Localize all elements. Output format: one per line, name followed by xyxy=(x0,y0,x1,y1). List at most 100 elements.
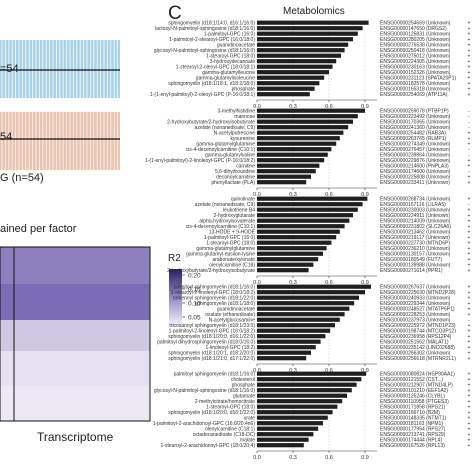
bar xyxy=(257,81,320,86)
metabolite-label: azelate (nonanedioate; C9) xyxy=(195,125,256,131)
metabolite-label: 1-palmitoyl-2-stearoyl-GPC (16:0/18:0) xyxy=(169,37,255,43)
metabolite-label: sphingomyelin (d18:1/14:0, d16:1/16:0) xyxy=(168,20,255,26)
sign-marker: + xyxy=(468,86,471,92)
metabolite-label: palmitoyl dihydrosphingomyelin (d18:0/16… xyxy=(157,339,255,345)
bar xyxy=(257,251,323,256)
x-tick-label: 0.0 xyxy=(253,192,261,198)
sign-marker: + xyxy=(468,404,471,410)
bar xyxy=(257,410,333,415)
heatmap-xlabel: Transcriptome xyxy=(37,430,114,444)
strip-blue-label: =54 xyxy=(0,63,19,75)
gene-label: ENSG00000213462 (Unknown) xyxy=(380,229,451,235)
gene-label: ENSG00000227730 (MTND6P) xyxy=(380,240,450,246)
gene-label: ENSG00000259078 (PTBP1P) xyxy=(380,108,449,114)
sign-marker: + xyxy=(468,334,471,340)
bar xyxy=(257,59,337,64)
metabolite-label: 2-hydroxybutyrate/2-hydroxyisobutyrate xyxy=(167,119,255,125)
metabolite-label: carnitine xyxy=(236,163,255,169)
metabolite-label: mannose xyxy=(234,114,255,120)
bar xyxy=(257,371,367,376)
bar xyxy=(257,388,352,393)
metabolite-label: azelate (nonanedioate; C9) xyxy=(195,202,256,208)
sign-marker: + xyxy=(468,323,471,329)
bar xyxy=(257,37,353,42)
x-tick-label: 0.0 xyxy=(253,104,261,110)
metabolite-label: palmitoyl sphingomyelin (d18:1/16:0) xyxy=(174,371,256,377)
gene-label: ENSG00000219117 (Unknown) xyxy=(380,235,450,241)
gene-label: ENSG00000250418 (Unknown) xyxy=(380,48,451,54)
sign-marker: + xyxy=(468,388,471,394)
gene-label: ENSG00000225630 (MTND2P28) xyxy=(380,290,456,296)
sign-marker: + xyxy=(468,421,471,427)
gene-label: ENSG00000225972 (MTND1P23) xyxy=(380,323,456,329)
metabolite-label: 1-stearoyl-2-arachidonoyl-GPC (18:0/20:4… xyxy=(161,443,256,449)
gene-label: ENSG00000240933 (Unknown) xyxy=(380,295,451,301)
gene-label: ENSG00000167116 (LILRA5) xyxy=(380,202,446,208)
metabolite-label: 2-hydroxyglutarate xyxy=(214,213,256,219)
metabolite-label: 1-linoleoyl-GPC (18:2) xyxy=(206,345,256,351)
metabolite-label: 1-palmitoyl-2-arachidonoyl-GPC (16:0/20:… xyxy=(153,421,256,427)
sign-marker: + xyxy=(468,53,471,59)
bar xyxy=(257,268,309,273)
gene-label: ENSG00000231123 (SPATA20P1) xyxy=(380,75,456,81)
gene-label: ENSG00000254669 (Unknown) xyxy=(380,20,451,26)
sign-marker: + xyxy=(468,59,471,65)
gene-label: ENSG00000266302 (Unknown) xyxy=(380,350,451,356)
sign-marker: + xyxy=(468,426,471,432)
gene-label: ENSG00000174444 (RPL4) xyxy=(380,437,442,443)
factor-bar-chart: palmitoyl sphingomyelin (d18:1/16:0) ENSG… xyxy=(157,282,471,374)
bar xyxy=(257,158,325,163)
bar xyxy=(257,213,353,218)
gene-label: ENSG00000181163 (NPM1) xyxy=(380,421,443,427)
sign-marker: + xyxy=(468,257,471,263)
metabolite-label: gamma-glutamylleucine xyxy=(202,70,255,76)
gene-label: ENSG00000256618 (MTRNR2L1) xyxy=(380,356,456,362)
factor-bar-chart: sphingomyelin (d18:1/14:0, d16:1/16:0) EN… xyxy=(150,18,471,110)
sign-marker: + xyxy=(468,92,471,98)
bar xyxy=(257,136,340,141)
gene-label: ENSG00000241360 (Unknown) xyxy=(380,125,451,131)
metabolite-label: 1-stearoyl-GPC (18:0) xyxy=(206,53,255,59)
bar xyxy=(257,163,320,168)
gene-label: ENSG00000230003 (Unknown) xyxy=(380,207,451,213)
bar xyxy=(257,48,345,53)
bar xyxy=(257,31,358,36)
metabolite-label: arabonate/xylonate xyxy=(212,257,255,263)
sign-marker: - xyxy=(468,152,470,158)
gene-label: ENSG00000276457 (Unknown) xyxy=(380,147,451,153)
gene-label: ENSG00000239864 (Unknown) xyxy=(380,152,451,158)
bar xyxy=(257,235,337,240)
gene-label: ENSG00000212907 (MTND4LP) xyxy=(380,382,453,388)
factor-bar-chart: 3-methylhistidine ENSG00000259078 (PTBP1P… xyxy=(145,106,471,198)
bar xyxy=(257,426,319,431)
sign-marker: + xyxy=(468,371,471,377)
gene-label: ENSG00000147650 (DRGS2) xyxy=(380,26,447,32)
bar xyxy=(257,202,363,207)
bar xyxy=(257,240,332,245)
metabolite-label: gamma-glutamylisoleucine xyxy=(196,75,255,81)
sign-marker: + xyxy=(468,443,471,449)
bar xyxy=(257,339,321,344)
metabolite-label: palmitoyl sphingomyelin (d18:1/16:0) xyxy=(174,284,256,290)
metabolite-label: cis-4-decenoylcarnitine (C10:1) xyxy=(186,147,256,153)
bar xyxy=(257,180,307,185)
bar xyxy=(257,301,355,306)
gene-label: ENSG00000251562 (MALAT1) xyxy=(380,339,449,345)
gene-label: ENSG00000276538 (Unknown) xyxy=(380,42,451,48)
legend-tick-label: 0.10 xyxy=(188,301,201,308)
metabolite-label: 1-stearoyl-GPC (18:0) xyxy=(206,240,255,246)
sign-marker: + xyxy=(468,377,471,383)
heatmap-cell xyxy=(0,284,150,320)
gene-label: ENSG00000275012 (Unknown) xyxy=(380,53,451,59)
gene-label: ENSG00000271614 (PPR1) xyxy=(380,268,443,274)
sign-marker: + xyxy=(468,432,471,438)
bar xyxy=(257,207,358,212)
bar xyxy=(257,328,331,333)
metabolite-label: quinolinate xyxy=(231,196,255,202)
sign-marker: + xyxy=(468,290,471,296)
metabolite-label: 1-palmitoyl-2-linoleoyl-GPC (16:0/18:2) xyxy=(169,328,256,334)
bar xyxy=(257,356,307,361)
bar xyxy=(257,53,341,58)
metabolite-label: 3-methylhistidine xyxy=(217,108,255,114)
sign-marker: + xyxy=(468,235,471,241)
